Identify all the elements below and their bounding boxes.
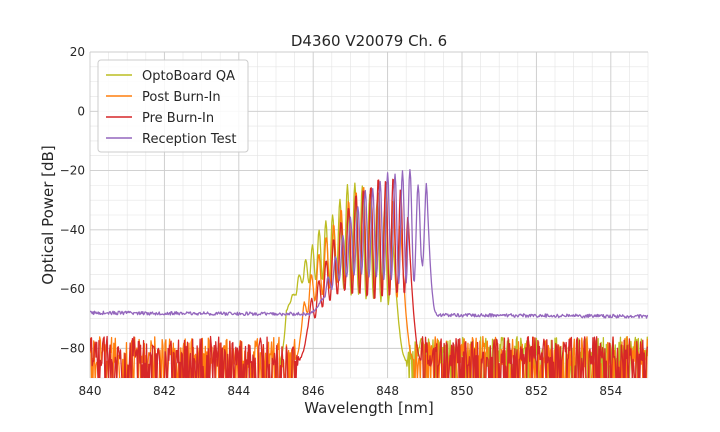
y-axis-title: Optical Power [dB] bbox=[39, 145, 57, 284]
series-group bbox=[90, 168, 648, 378]
legend-label: OptoBoard QA bbox=[142, 69, 235, 84]
x-tick-label: 850 bbox=[451, 384, 474, 398]
x-tick-label: 854 bbox=[599, 384, 622, 398]
y-tick-label: −60 bbox=[60, 282, 85, 296]
y-tick-label: 20 bbox=[70, 45, 85, 59]
y-tick-label: −40 bbox=[60, 223, 85, 237]
legend-label: Reception Test bbox=[142, 132, 236, 147]
x-tick-label: 840 bbox=[79, 384, 102, 398]
legend-label: Pre Burn-In bbox=[142, 111, 214, 126]
chart-title: D4360 V20079 Ch. 6 bbox=[291, 32, 447, 50]
series-line-optoboard-qa bbox=[279, 182, 648, 378]
x-axis-title: Wavelength [nm] bbox=[304, 399, 434, 417]
series-line-pre-burn-in bbox=[90, 178, 648, 378]
x-tick-label: 842 bbox=[153, 384, 176, 398]
series-line-reception-test bbox=[90, 168, 648, 319]
y-tick-label: −80 bbox=[60, 341, 85, 355]
legend-label: Post Burn-In bbox=[142, 90, 221, 105]
x-tick-label: 844 bbox=[227, 384, 250, 398]
x-tick-label: 848 bbox=[376, 384, 399, 398]
x-tick-label: 846 bbox=[302, 384, 325, 398]
legend: OptoBoard QA Post Burn-In Pre Burn-In Recep… bbox=[97, 59, 249, 153]
x-axis-ticks: 840 842 844 846 848 850 852 854 bbox=[79, 384, 623, 398]
x-tick-label: 852 bbox=[525, 384, 548, 398]
y-tick-label: 0 bbox=[77, 104, 85, 118]
y-tick-label: −20 bbox=[60, 164, 85, 178]
y-axis-ticks: 20 0 −20 −40 −60 −80 bbox=[60, 45, 85, 355]
legend-box bbox=[97, 59, 249, 153]
